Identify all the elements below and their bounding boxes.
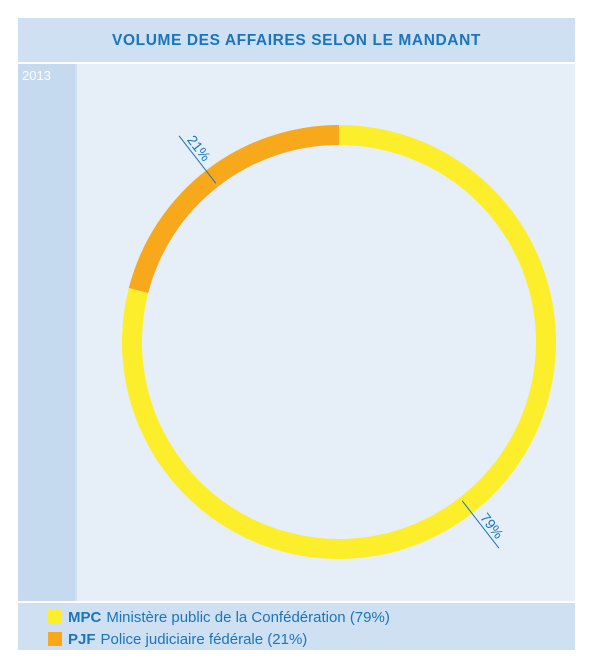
legend-abbr-mpc: MPC — [68, 608, 102, 626]
legend-abbr-pjf: PJF — [68, 630, 96, 648]
legend-label-mpc: Ministère public de la Confédération (79… — [106, 608, 390, 626]
leader-line-pjf — [178, 135, 217, 184]
plot-area — [77, 64, 575, 601]
year-column — [18, 64, 75, 601]
legend-divider — [18, 601, 575, 603]
title-divider — [18, 62, 575, 64]
legend-label-pjf: Police judiciaire fédérale (21%) — [100, 630, 308, 648]
chart-title: VOLUME DES AFFAIRES SELON LE MANDANT — [112, 32, 481, 49]
slice-pjf — [128, 125, 339, 294]
legend-swatch-pjf — [48, 632, 62, 646]
legend-item-mpc: MPC Ministère public de la Confédération… — [48, 606, 390, 628]
legend-item-pjf: PJF Police judiciaire fédérale (21%) — [48, 628, 390, 650]
chart-panel: VOLUME DES AFFAIRES SELON LE MANDANT 201… — [18, 18, 575, 650]
year-label: 2013 — [22, 68, 51, 83]
legend: MPC Ministère public de la Confédération… — [48, 606, 390, 650]
leader-line-mpc — [461, 500, 500, 549]
legend-swatch-mpc — [48, 610, 62, 624]
